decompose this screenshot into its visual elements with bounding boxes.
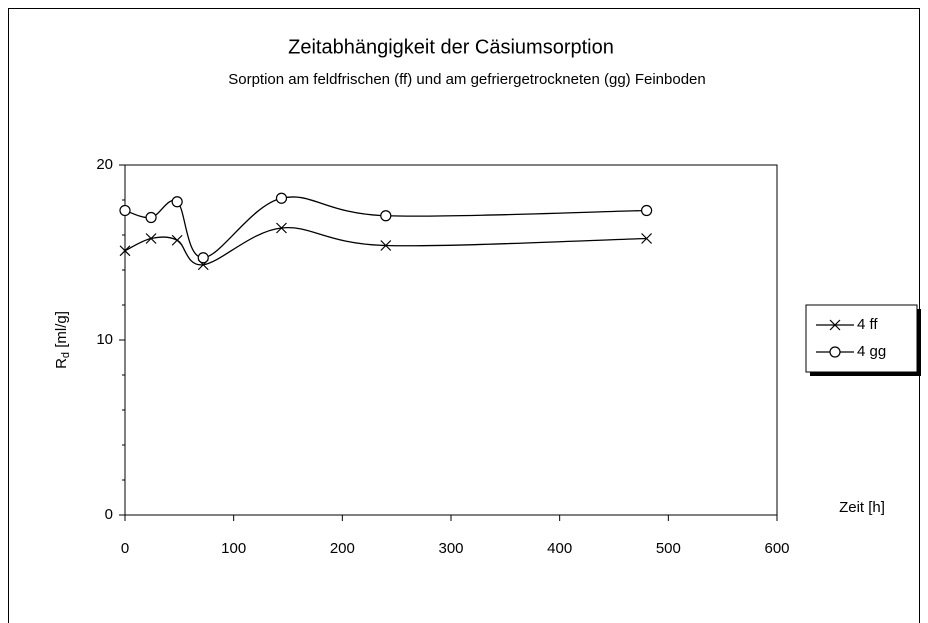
marker <box>641 233 653 244</box>
marker <box>640 204 653 217</box>
marker <box>380 240 392 251</box>
marker <box>145 211 157 224</box>
legend-marker <box>829 346 841 358</box>
legend-marker <box>829 319 841 331</box>
marker <box>145 233 157 244</box>
marker <box>197 252 209 264</box>
x-tick-label: 400 <box>547 540 572 557</box>
x-axis-label: Zeit [h] <box>839 499 885 516</box>
x-tick-label: 100 <box>221 540 246 557</box>
x-tick-label: 300 <box>438 540 463 557</box>
y-tick-label: 10 <box>96 331 113 348</box>
chart-title: Zeitabhängigkeit der Cäsiumsorption <box>288 36 614 58</box>
marker <box>171 196 183 208</box>
marker <box>119 204 131 217</box>
series-line <box>124 196 647 259</box>
marker <box>119 245 131 257</box>
x-tick-label: 0 <box>121 540 129 557</box>
marker <box>171 234 183 246</box>
y-axis-label: Rd [ml/g] <box>53 311 72 369</box>
x-tick-label: 600 <box>764 540 789 557</box>
legend-label: 4 ff <box>857 316 878 333</box>
legend-label: 4 gg <box>857 343 886 360</box>
x-tick-label: 200 <box>330 540 355 557</box>
x-tick-label: 500 <box>656 540 681 557</box>
marker <box>276 222 287 234</box>
marker <box>275 192 288 204</box>
series-line <box>124 226 647 266</box>
plot-area <box>124 164 778 516</box>
chart-subtitle: Sorption am feldfrischen (ff) und am gef… <box>228 71 705 88</box>
chart-frame <box>8 8 920 623</box>
legend <box>805 304 918 373</box>
marker <box>380 210 392 222</box>
y-tick-label: 0 <box>105 506 113 523</box>
y-tick-label: 20 <box>96 156 113 173</box>
